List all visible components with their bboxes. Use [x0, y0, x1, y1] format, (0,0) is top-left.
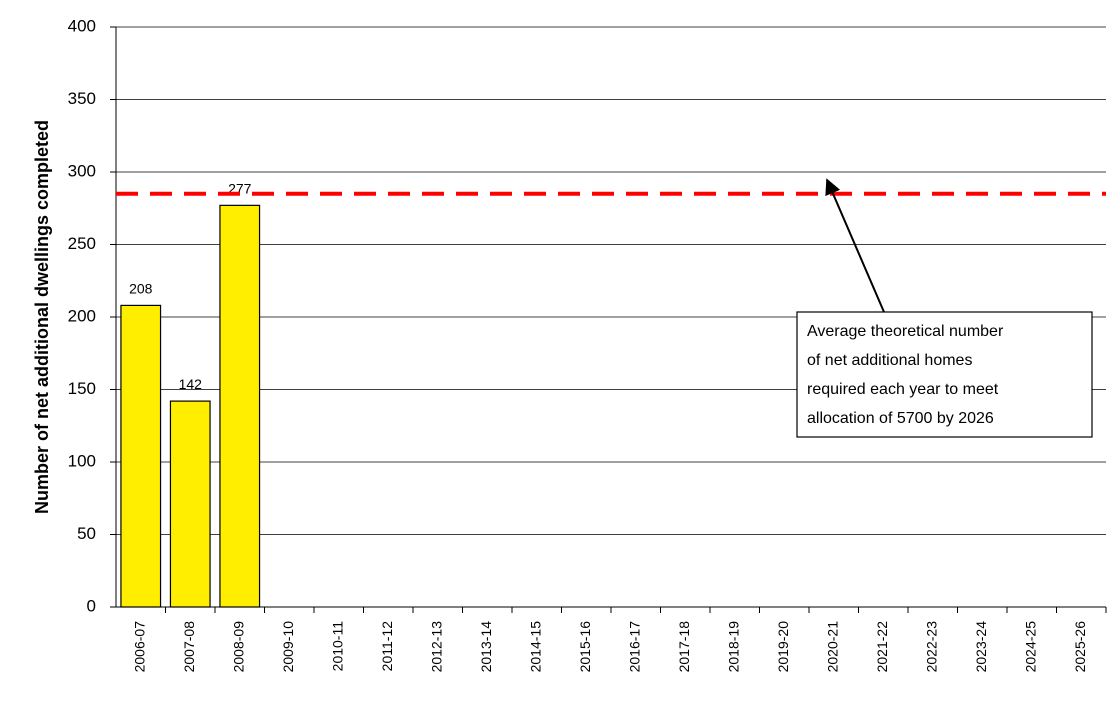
bar [120, 304, 162, 608]
x-tick-label: 2011-12 [379, 621, 395, 672]
x-tick-label: 2023-24 [973, 621, 989, 673]
x-tick-label: 2010-11 [329, 621, 345, 672]
x-tick-label: 2008-09 [230, 621, 246, 673]
y-tick-label: 0 [87, 596, 96, 615]
bar [169, 400, 211, 608]
y-tick-label: 350 [68, 89, 96, 108]
x-tick-label: 2025-26 [1072, 621, 1088, 673]
x-tick-label: 2009-10 [280, 621, 296, 673]
annotation-box [796, 311, 1093, 438]
x-tick-label: 2007-08 [181, 621, 197, 673]
annotation-arrow [825, 178, 885, 313]
value-label: 142 [179, 376, 203, 392]
x-tick-label: 2015-16 [577, 621, 593, 673]
x-tick-label: 2024-25 [1022, 621, 1038, 673]
annotation-text: allocation of 5700 by 2026 [807, 410, 994, 427]
x-tick-label: 2018-19 [725, 621, 741, 673]
x-tick-label: 2020-21 [824, 621, 840, 673]
x-tick-label: 2021-22 [874, 621, 890, 673]
y-tick-label: 200 [68, 306, 96, 325]
x-tick-label: 2016-17 [626, 621, 642, 673]
y-tick-label: 400 [68, 16, 96, 35]
x-tick-label: 2022-23 [923, 621, 939, 673]
y-tick-label: 250 [68, 234, 96, 253]
annotation-text: Average theoretical number [807, 323, 1004, 340]
value-label: 208 [129, 280, 153, 296]
x-tick-label: 2019-20 [775, 621, 791, 673]
annotation-text: of net additional homes [807, 352, 972, 369]
y-tick-label: 50 [77, 524, 96, 543]
bar [219, 204, 261, 608]
x-tick-label: 2006-07 [131, 621, 147, 673]
y-axis-label: Number of net additional dwellings compl… [32, 120, 52, 514]
y-tick-label: 150 [68, 379, 96, 398]
annotation-text: required each year to meet [807, 381, 999, 398]
x-tick-label: 2013-14 [478, 621, 494, 673]
x-tick-label: 2014-15 [527, 621, 543, 673]
x-tick-label: 2017-18 [676, 621, 692, 673]
x-tick-label: 2012-13 [428, 621, 444, 673]
y-tick-label: 300 [68, 161, 96, 180]
y-tick-label: 100 [68, 451, 96, 470]
